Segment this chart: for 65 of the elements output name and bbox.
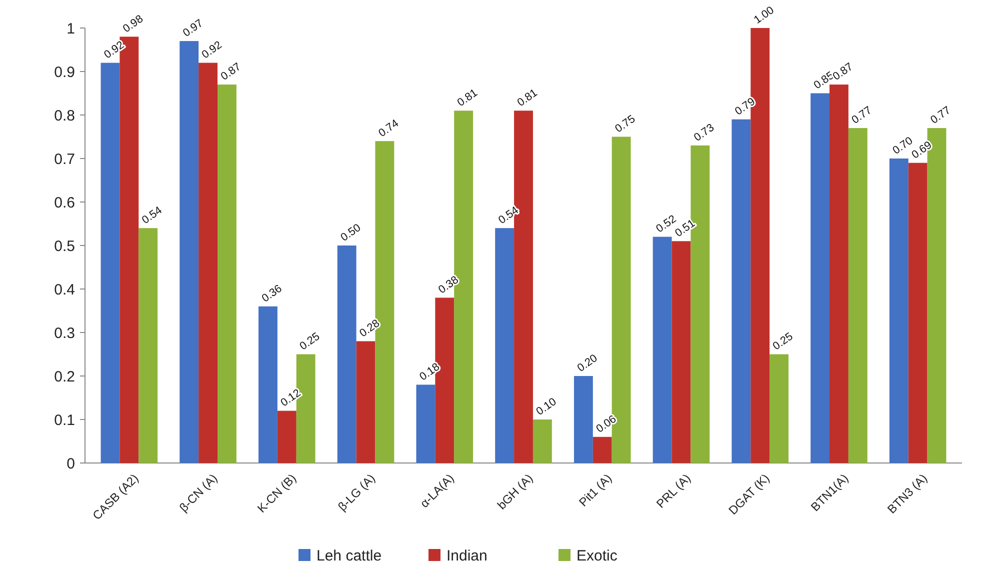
- data-label: 0.74: [376, 117, 401, 140]
- bar: [532, 420, 552, 463]
- bar: [810, 93, 830, 463]
- bar: [574, 376, 593, 463]
- data-label: 0.18: [418, 361, 442, 384]
- bar: [848, 128, 868, 463]
- x-tick-label: Pit1 (A): [576, 471, 614, 510]
- bar: [100, 62, 120, 463]
- data-label: 0.06: [594, 413, 619, 436]
- data-label: 0.92: [102, 39, 127, 62]
- y-tick-label: 0.1: [54, 412, 75, 429]
- data-label: 0.38: [436, 274, 461, 296]
- y-tick-label: 0.2: [54, 368, 75, 386]
- data-label: 0.25: [770, 330, 796, 353]
- data-label: 0.81: [455, 86, 480, 110]
- y-tick-label: 0.8: [54, 107, 75, 124]
- data-label: 0.73: [692, 122, 716, 144]
- data-label: 0.77: [850, 104, 874, 127]
- data-label: 0.54: [496, 204, 521, 227]
- y-tick-label: 1: [66, 20, 75, 38]
- data-label: 0.28: [358, 318, 382, 340]
- data-label: 0.75: [613, 113, 638, 136]
- data-label: 0.25: [298, 330, 322, 353]
- bar: [180, 41, 199, 463]
- bar: [198, 62, 218, 463]
- y-tick-label: 0.7: [54, 150, 75, 168]
- bar: [672, 241, 691, 463]
- y-tick-label: 0.6: [54, 194, 75, 212]
- bar: [138, 228, 158, 463]
- data-label: 0.87: [218, 60, 244, 84]
- data-label: 1.00: [752, 4, 776, 26]
- bar: [889, 158, 908, 463]
- data-label: 0.98: [121, 13, 146, 36]
- bar: [258, 306, 278, 463]
- data-label: 0.10: [534, 396, 559, 418]
- data-label: 0.92: [200, 39, 224, 62]
- data-label: 0.77: [928, 104, 954, 127]
- x-tick-label: PRL (A): [654, 471, 694, 511]
- data-label: 0.97: [180, 17, 206, 40]
- data-label: 0.54: [140, 204, 164, 227]
- bar: [337, 246, 356, 463]
- legend-label: Indian: [446, 547, 488, 564]
- y-tick-label: 0: [66, 455, 75, 472]
- y-tick-label: 0.5: [54, 238, 75, 255]
- bar: [356, 341, 376, 463]
- bar: [732, 119, 751, 463]
- y-tick-label: 0.4: [54, 281, 75, 298]
- bar: [277, 410, 296, 463]
- bar: [908, 162, 928, 463]
- data-label: 0.20: [575, 352, 600, 374]
- data-label: 0.12: [278, 387, 304, 410]
- bar: [770, 354, 788, 463]
- data-label: 0.50: [338, 222, 364, 244]
- y-tick-label: 0.3: [54, 324, 75, 342]
- bar: [416, 384, 436, 463]
- data-label: 0.79: [733, 96, 758, 118]
- bar: [652, 236, 672, 463]
- bar: [495, 228, 514, 463]
- data-label: 0.81: [515, 86, 540, 110]
- bar: [592, 436, 612, 463]
- legend-label: Exotic: [576, 547, 618, 564]
- y-tick-label: 0.9: [54, 64, 75, 81]
- legend-label: Leh cattle: [316, 547, 382, 564]
- bar: [217, 84, 236, 463]
- data-label: 0.36: [260, 282, 284, 305]
